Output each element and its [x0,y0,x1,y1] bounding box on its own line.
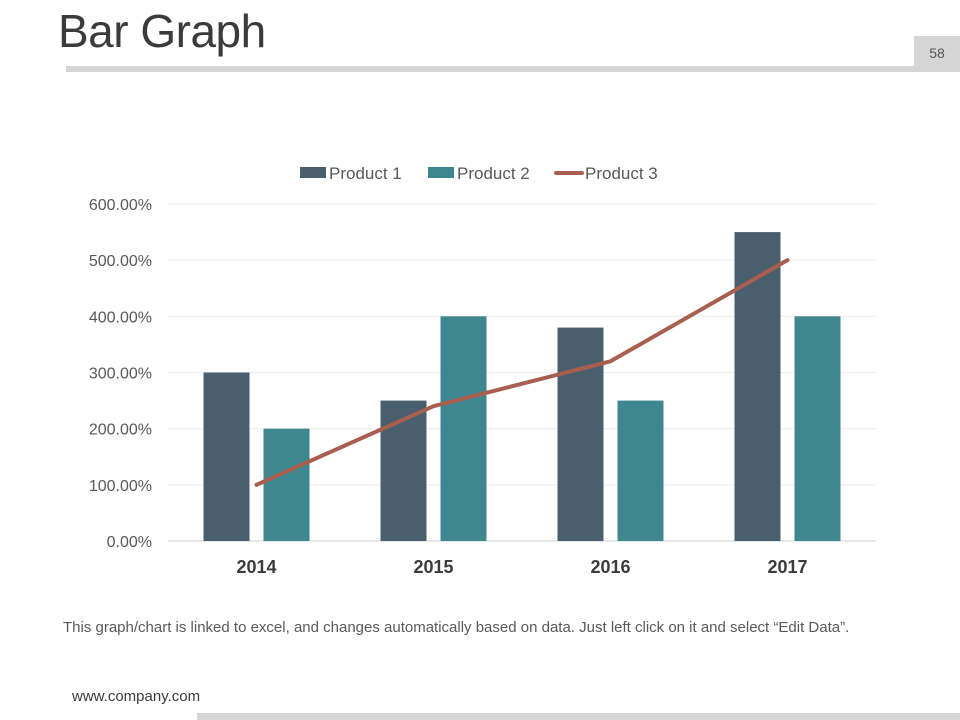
legend-item-product-2: Product 2 [428,164,530,183]
bar-product-1-2016 [557,327,604,541]
legend-label: Product 3 [585,164,658,183]
bar-product-2-2017 [794,316,841,541]
bar-product-1-2015 [380,400,427,541]
x-tick-label: 2016 [590,557,630,577]
y-tick-label: 0.00% [107,534,152,551]
y-tick-label: 400.00% [89,309,152,326]
legend-item-product-1: Product 1 [300,164,402,183]
y-tick-label: 600.00% [89,197,152,214]
footer-divider [197,713,960,720]
chart-note: This graph/chart is linked to excel, and… [63,619,850,636]
bars [203,232,841,542]
page-number: 58 [929,45,945,61]
x-axis-ticks: 2014 2015 2016 2017 [236,557,807,577]
bar-product-2-2015 [440,316,487,541]
legend-label: Product 2 [457,164,530,183]
y-tick-label: 200.00% [89,422,152,439]
title-divider [66,66,960,72]
legend-item-product-3: Product 3 [554,164,658,183]
x-tick-label: 2015 [413,557,453,577]
page-number-box: 58 [914,36,960,72]
bar-product-1-2014 [203,372,250,541]
y-axis-ticks: 0.00% 100.00% 200.00% 300.00% 400.00% 500.00%… [89,197,152,551]
legend: Product 1 Product 2 Product 3 [300,164,658,183]
legend-label: Product 1 [329,164,402,183]
bar-product-2-2016 [617,400,664,541]
legend-swatch [428,167,454,178]
footer-url[interactable]: www.company.com [72,688,201,705]
y-tick-label: 500.00% [89,253,152,270]
y-tick-label: 100.00% [89,478,152,495]
line-series [254,258,790,487]
line-product-3 [254,258,790,487]
y-tick-label: 300.00% [89,366,152,383]
bar-product-2-2014 [263,428,310,541]
bar-product-1-2017 [734,232,781,542]
x-tick-label: 2017 [767,557,807,577]
legend-swatch [300,167,326,178]
x-tick-label: 2014 [236,557,276,577]
slide-title: Bar Graph [58,5,266,57]
